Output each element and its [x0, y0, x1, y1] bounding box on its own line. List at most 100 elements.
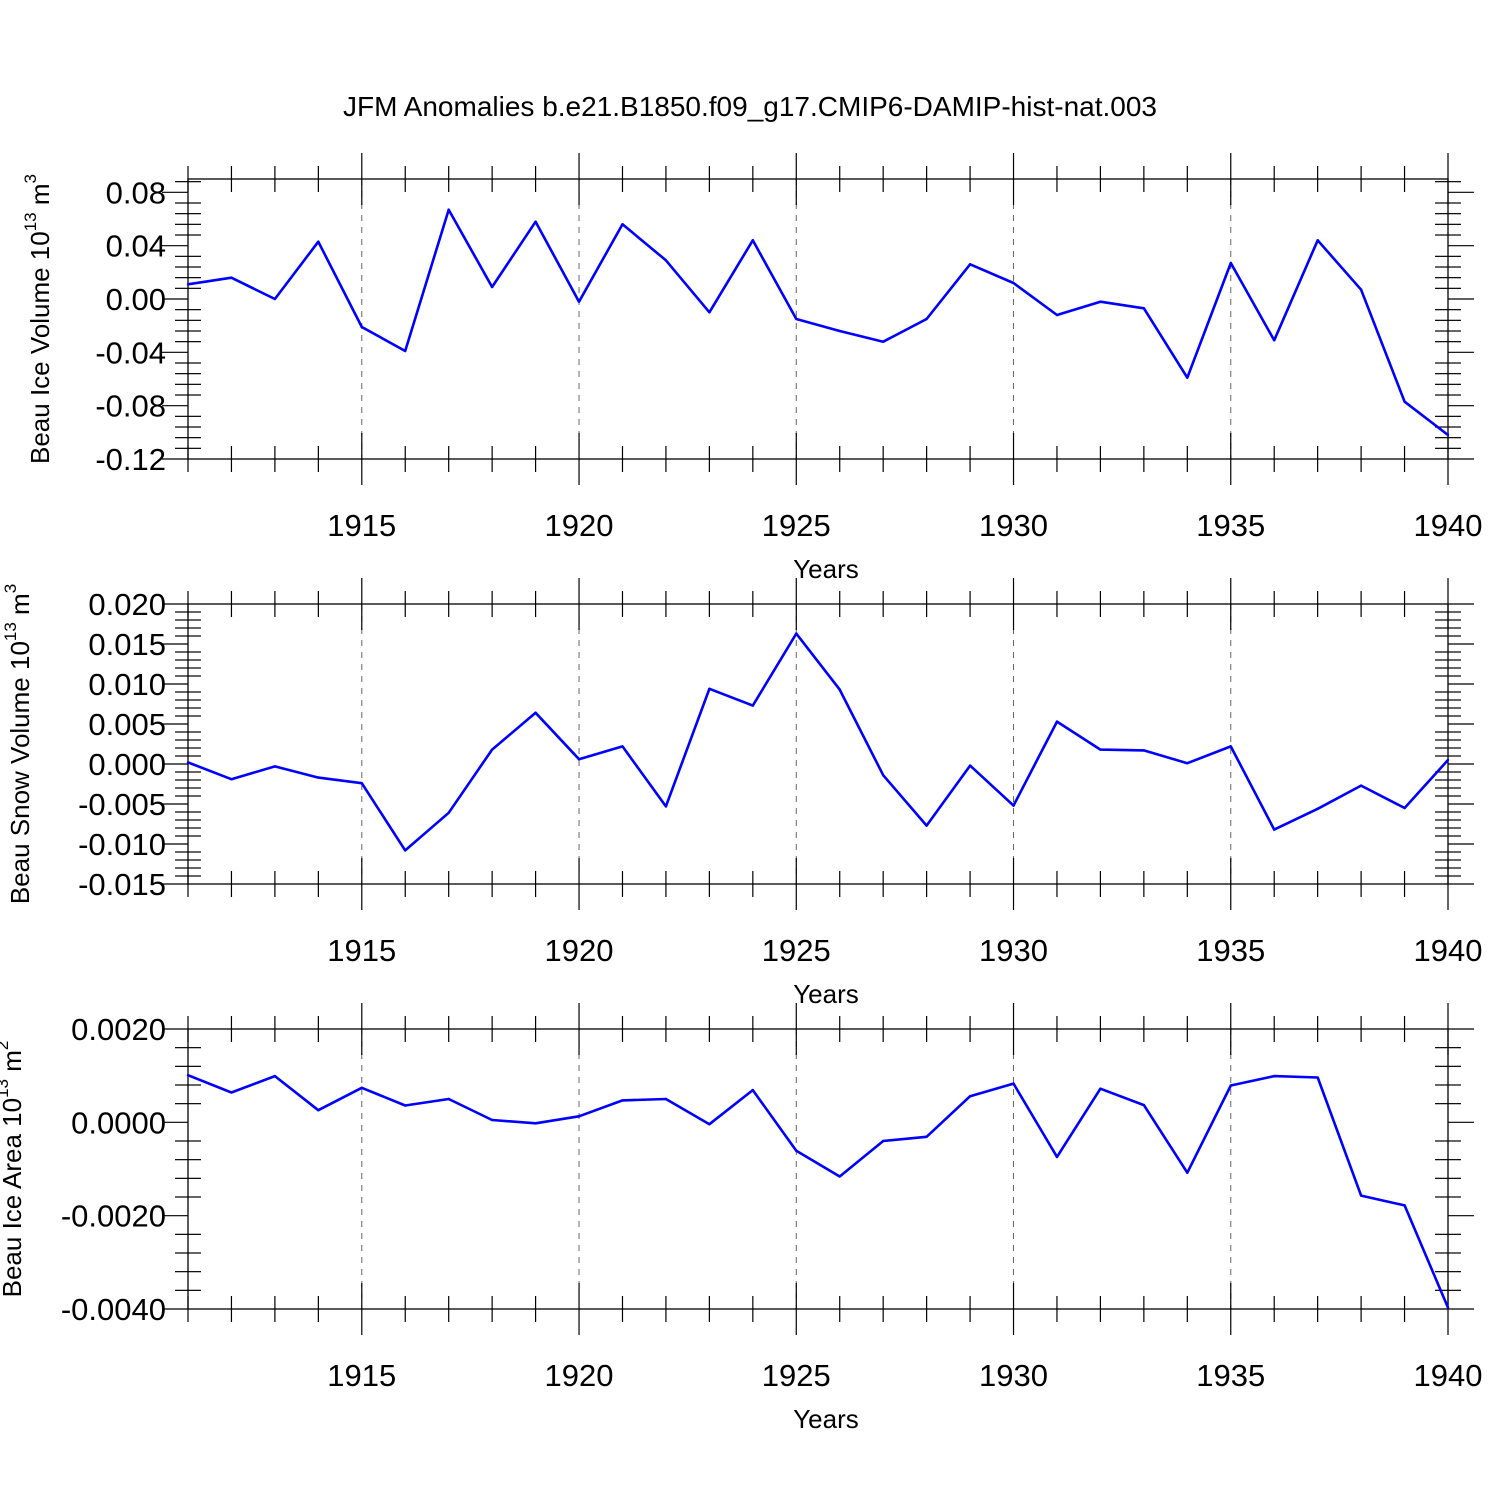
y-tick-label: 0.0020 [71, 1012, 166, 1047]
data-point [1403, 400, 1406, 403]
data-point [708, 1123, 711, 1126]
x-tick-label: 1925 [762, 508, 831, 543]
data-point [577, 300, 581, 303]
data-point [360, 782, 363, 785]
data-point [968, 263, 972, 266]
data-point [404, 849, 407, 852]
y-tick-label: -0.0040 [61, 1292, 166, 1327]
data-point [1229, 745, 1232, 748]
data-point [1273, 1074, 1276, 1078]
data-point [273, 297, 277, 301]
data-point [1446, 758, 1450, 762]
data-point [230, 778, 233, 781]
data-point [968, 1095, 972, 1098]
y-axis-title-superscript: 3 [21, 174, 40, 183]
data-point [751, 239, 755, 242]
panel-ice-volume: 0.08 0.04 0.00 -0.04 -0.08 -0.12 1915 1920 1925 1… [21, 153, 1482, 584]
data-point [1012, 1082, 1015, 1085]
data-point [795, 1149, 798, 1153]
data-point [1012, 804, 1015, 807]
data-point [881, 774, 885, 777]
x-tick-label: 1915 [327, 508, 396, 543]
data-point [186, 761, 190, 764]
data-point [1186, 376, 1189, 379]
data-point [751, 1088, 755, 1092]
x-tick-label: 1925 [762, 1358, 831, 1393]
data-point [534, 1122, 537, 1125]
data-point [838, 1175, 841, 1178]
plot-frame [187, 1028, 1449, 1310]
data-point [925, 317, 928, 321]
y-tick-label: 0.015 [88, 627, 166, 662]
y-tick-label: 0.020 [88, 587, 166, 622]
data-point [1186, 1171, 1189, 1174]
data-point [1012, 281, 1015, 285]
data-point [317, 1109, 320, 1112]
data-point [881, 1139, 885, 1143]
y-tick-label: -0.005 [78, 787, 166, 822]
y-tick-label: 0.04 [106, 229, 166, 264]
x-axis-title: Years [793, 554, 859, 584]
x-tick-label: 1935 [1196, 508, 1265, 543]
panel-ice-area: 0.0020 0.0000 -0.0020 -0.0040 1915 1920 1925 19… [0, 1003, 1482, 1434]
panel-snow-volume: 0.020 0.015 0.010 0.005 0.000 -0.005 -0.010 -0.… [1, 578, 1482, 1009]
y-axis-title-text: m [5, 593, 35, 622]
data-point [577, 758, 581, 761]
x-tick-label: 1940 [1414, 1358, 1483, 1393]
x-tick-label: 1925 [762, 933, 831, 968]
data-point [1099, 300, 1102, 303]
data-point [1273, 828, 1276, 831]
data-point [317, 240, 320, 243]
data-point [1359, 784, 1363, 787]
data-point [360, 1086, 363, 1090]
data-point [621, 223, 624, 226]
y-axis-title-superscript: 13 [1, 622, 20, 641]
data-point [881, 340, 885, 343]
data-point [230, 1091, 233, 1094]
x-tick-label: 1930 [979, 933, 1048, 968]
y-tick-label: 0.010 [88, 667, 166, 702]
plot-frame [187, 178, 1449, 460]
y-tick-label: -0.12 [95, 442, 166, 477]
x-tick-label: 1915 [327, 933, 396, 968]
data-point [490, 748, 494, 751]
data-point [795, 632, 798, 635]
data-point [664, 259, 668, 262]
data-point [621, 745, 624, 748]
data-point [1316, 239, 1319, 242]
y-tick-label: 0.08 [106, 175, 166, 210]
data-point [404, 349, 407, 353]
data-point [404, 1104, 407, 1107]
data-point [490, 1118, 494, 1122]
y-tick-label: 0.005 [88, 707, 166, 742]
data-point [1055, 1155, 1059, 1159]
data-point [838, 329, 841, 333]
data-point [1229, 261, 1232, 265]
y-axis-title-superscript: 2 [0, 1041, 12, 1050]
data-point [447, 811, 450, 814]
x-axis-title: Years [793, 1404, 859, 1434]
data-point [1359, 1194, 1363, 1197]
y-axis-title-text: Beau Snow Volume 10 [5, 641, 35, 904]
y-tick-label: -0.08 [95, 389, 166, 424]
y-axis-title-text: m [0, 1050, 27, 1079]
data-point [621, 1099, 624, 1102]
data-point [968, 764, 972, 767]
data-point [490, 285, 494, 289]
data-point [273, 765, 277, 768]
data-point [751, 704, 755, 707]
y-axis-title-superscript: 13 [21, 212, 40, 231]
x-tick-label: 1935 [1196, 1358, 1265, 1393]
x-axis-title: Years [793, 979, 859, 1009]
data-point [1099, 748, 1102, 751]
x-tick-label: 1920 [545, 1358, 614, 1393]
data-point [1229, 1084, 1232, 1087]
y-tick-label: -0.04 [95, 335, 166, 370]
y-tick-label: 0.00 [106, 282, 166, 317]
x-tick-label: 1930 [979, 508, 1048, 543]
data-point [1142, 1103, 1146, 1107]
data-point [447, 208, 450, 211]
data-point [838, 688, 841, 691]
figure-title: JFM Anomalies b.e21.B1850.f09_g17.CMIP6-… [343, 91, 1157, 122]
x-tick-label: 1915 [327, 1358, 396, 1393]
